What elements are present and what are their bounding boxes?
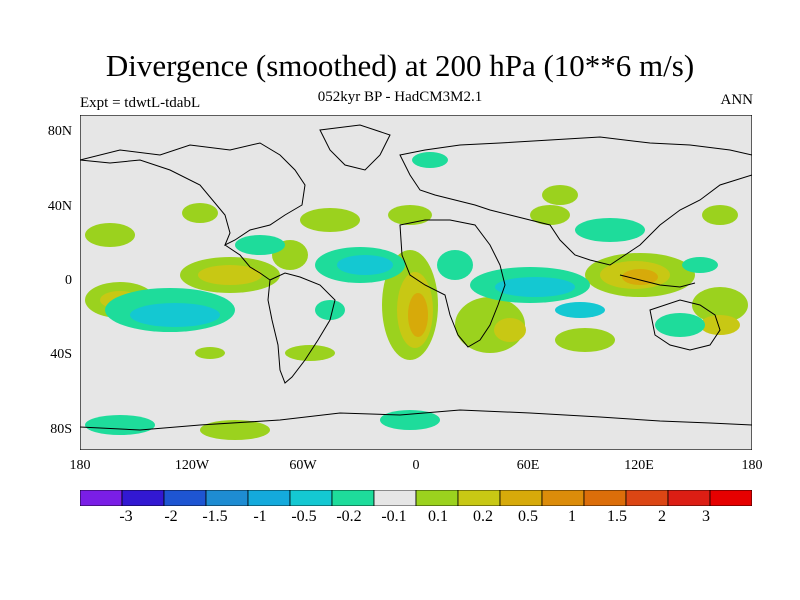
lon-tick-label: 120E xyxy=(624,458,654,473)
colorbar-label: -3 xyxy=(119,508,133,525)
field-blob xyxy=(195,347,225,359)
coastline-indonesia xyxy=(619,274,696,288)
field-blob xyxy=(692,287,748,323)
field-blob xyxy=(700,315,740,335)
coastline-africa xyxy=(399,219,506,348)
colorbar-label: -1 xyxy=(253,508,267,525)
lon-tick-label: 0 xyxy=(412,458,420,473)
season-label: ANN xyxy=(720,92,754,108)
plot-title: Divergence (smoothed) at 200 hPa (10**6 … xyxy=(105,48,695,83)
colorbar-label: 2 xyxy=(658,508,666,525)
field-blob xyxy=(555,302,605,318)
field-blob xyxy=(315,300,345,320)
field-blob xyxy=(408,293,428,337)
colorbar-label: -2 xyxy=(164,508,178,525)
field-blob xyxy=(198,265,262,285)
lon-tick-label: 60E xyxy=(516,458,540,473)
colorbar-swatch xyxy=(541,490,585,506)
field-blob xyxy=(542,185,578,205)
colorbar-swatch xyxy=(247,490,291,506)
coastlines xyxy=(80,124,752,431)
colorbar-swatch xyxy=(373,490,417,506)
field-blob xyxy=(702,205,738,225)
colorbar-swatch xyxy=(289,490,333,506)
coastline-antarctica xyxy=(80,409,752,431)
colorbar-label: -0.1 xyxy=(381,508,407,525)
lat-tick-label: 80S xyxy=(50,422,72,437)
colorbar-swatch xyxy=(331,490,375,506)
colorbar xyxy=(80,490,752,506)
colorbar-swatch xyxy=(205,490,249,506)
colorbar-swatch xyxy=(457,490,501,506)
colorbar-label: -1.5 xyxy=(202,508,228,525)
lat-tick-label: 80N xyxy=(47,124,72,139)
lat-tick-label: 40N xyxy=(47,199,72,214)
lon-tick-label: 60W xyxy=(289,458,317,473)
field-blob xyxy=(622,269,658,285)
coastline-south-america xyxy=(267,272,336,384)
colorbar-label: -0.2 xyxy=(336,508,362,525)
colorbar-swatch xyxy=(80,490,123,506)
field-blob xyxy=(412,152,448,168)
lat-tick-label: 40S xyxy=(50,347,72,362)
colorbar-label: 0.5 xyxy=(518,508,538,525)
field-blob xyxy=(235,235,285,255)
colorbar-swatch xyxy=(625,490,669,506)
field-blob xyxy=(494,318,526,342)
colorbar-swatch xyxy=(163,490,207,506)
colorbar-label: 1.5 xyxy=(607,508,627,525)
colorbar-label: 1 xyxy=(568,508,576,525)
field-blob xyxy=(182,203,218,223)
divergence-map xyxy=(80,115,752,450)
colorbar-swatch xyxy=(121,490,165,506)
lon-tick-label: 120W xyxy=(174,458,210,473)
field-blob xyxy=(380,410,440,430)
coastline-central-america xyxy=(224,244,271,281)
colorbar-swatch xyxy=(709,490,752,506)
colorbar-swatch xyxy=(667,490,711,506)
colorbar-swatch xyxy=(499,490,543,506)
field-blob xyxy=(337,255,393,275)
colorbar-label: 3 xyxy=(702,508,710,525)
experiment-label: Expt = tdwtL-tdabL xyxy=(80,95,201,111)
coastline-greenland xyxy=(319,124,391,171)
field-blob xyxy=(200,420,270,440)
plot-subtitle: 052kyr BP - HadCM3M2.1 xyxy=(317,89,483,105)
coastline-europe-asia xyxy=(399,136,752,266)
field-blob xyxy=(682,257,718,273)
field-blob xyxy=(555,328,615,352)
field-blob xyxy=(85,223,135,247)
lat-tick-label: 0 xyxy=(65,273,72,288)
field-blob xyxy=(388,205,432,225)
colorbar-label: 0.1 xyxy=(428,508,448,525)
colorbar-swatch xyxy=(415,490,459,506)
lon-tick-label: 180 xyxy=(741,458,763,473)
field-blob xyxy=(130,303,220,327)
colorbar-label: 0.2 xyxy=(473,508,493,525)
colorbar-label: -0.5 xyxy=(291,508,317,525)
field-blob xyxy=(495,277,575,297)
coastline-north-america xyxy=(80,142,306,247)
coastline-australia xyxy=(649,299,721,351)
field-blob xyxy=(85,415,155,435)
field-blob xyxy=(575,218,645,242)
lon-tick-label: 180 xyxy=(69,458,91,473)
field-blob xyxy=(437,250,473,280)
colorbar-swatch xyxy=(583,490,627,506)
field-blob xyxy=(300,208,360,232)
field-blob xyxy=(655,313,705,337)
field-blob xyxy=(530,205,570,225)
